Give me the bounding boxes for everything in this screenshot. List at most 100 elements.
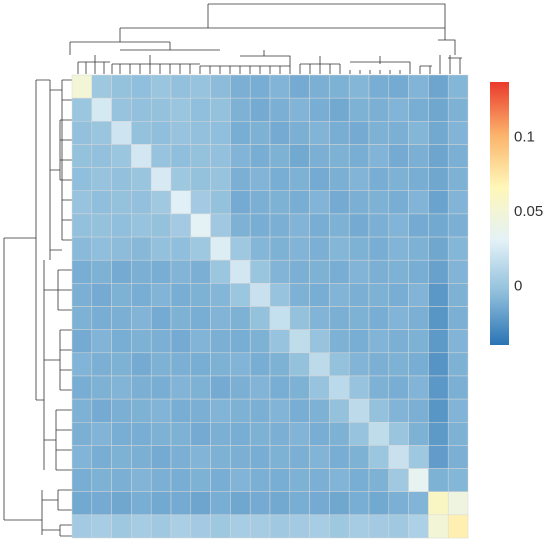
heatmap-cell [71, 329, 93, 354]
heatmap-cell [111, 213, 132, 238]
heatmap-cell [190, 422, 211, 446]
heatmap-cell [269, 514, 291, 539]
heatmap-cell [131, 190, 152, 215]
heatmap-cell [348, 306, 370, 330]
heatmap-cell [428, 283, 449, 307]
heatmap-cell [131, 97, 152, 122]
heatmap-cell [289, 283, 310, 307]
heatmap-cell [348, 468, 370, 492]
heatmap-cell [210, 121, 231, 145]
heatmap-cell [408, 74, 429, 99]
heatmap-cell [91, 121, 112, 145]
heatmap-cell [309, 468, 330, 492]
heatmap-cell [447, 491, 469, 516]
heatmap-cell [408, 422, 429, 446]
heatmap-cell [269, 306, 291, 330]
heatmap-cell [269, 491, 291, 516]
heatmap-cell [111, 121, 132, 145]
heatmap-cell [388, 306, 409, 330]
heatmap-cell [447, 306, 469, 330]
heatmap-cell [408, 329, 429, 354]
heatmap-cell [230, 121, 251, 145]
heatmap-cell [408, 259, 429, 284]
heatmap-cell [428, 190, 449, 215]
heatmap-cell [447, 74, 469, 99]
heatmap-cell [249, 190, 271, 215]
heatmap-cell [329, 445, 350, 469]
heatmap-cell [447, 97, 469, 122]
heatmap-cell [111, 491, 132, 516]
heatmap-cell [71, 213, 93, 238]
heatmap-cell [111, 352, 132, 377]
heatmap-cell [289, 167, 310, 192]
heatmap-cell [91, 259, 112, 284]
heatmap-cell [170, 514, 192, 539]
heatmap-cell [269, 213, 291, 238]
heatmap-cell [91, 422, 112, 446]
heatmap-cell [428, 259, 449, 284]
heatmap-cell [428, 398, 449, 423]
heatmap-cell [131, 283, 152, 307]
heatmap-cell [447, 144, 469, 168]
heatmap-cell [368, 306, 390, 330]
heatmap-cell [249, 167, 271, 192]
heatmap-cell [170, 398, 192, 423]
heatmap-cell [170, 283, 192, 307]
heatmap-cell [91, 306, 112, 330]
heatmap-cell [289, 422, 310, 446]
heatmap-cell [230, 422, 251, 446]
heatmap-cell [388, 97, 409, 122]
heatmap-cell [170, 445, 192, 469]
heatmap-cell [309, 259, 330, 284]
heatmap-cell [230, 468, 251, 492]
heatmap-cell [210, 398, 231, 423]
heatmap-cell [170, 352, 192, 377]
heatmap-cell [91, 352, 112, 377]
colorbar-tick-label: 0.05 [514, 203, 543, 220]
colorbar-tick-label: 0 [514, 278, 522, 295]
heatmap-cell [71, 514, 93, 539]
heatmap-cell [210, 329, 231, 354]
heatmap-cell [428, 97, 449, 122]
heatmap-cell [170, 213, 192, 238]
heatmap-cell [230, 329, 251, 354]
heatmap-cell [269, 445, 291, 469]
heatmap-cell [348, 445, 370, 469]
heatmap-cell [131, 422, 152, 446]
heatmap-cell [408, 144, 429, 168]
heatmap-cell [388, 352, 409, 377]
heatmap-cell [190, 144, 211, 168]
heatmap-cell [249, 213, 271, 238]
heatmap-cell [269, 121, 291, 145]
heatmap-cell [447, 445, 469, 469]
heatmap-cell [190, 329, 211, 354]
heatmap-cell [329, 167, 350, 192]
heatmap-cell [388, 259, 409, 284]
heatmap-cell [309, 514, 330, 539]
heatmap-cell [249, 468, 271, 492]
heatmap-cell [91, 144, 112, 168]
heatmap-cell [71, 74, 93, 99]
heatmap-cell [388, 167, 409, 192]
heatmap-cell [388, 74, 409, 99]
heatmap-cell [348, 422, 370, 446]
heatmap-cell [309, 167, 330, 192]
heatmap-cell [348, 375, 370, 400]
heatmap-cell [170, 375, 192, 400]
heatmap-cell [170, 259, 192, 284]
heatmap-cell [447, 514, 469, 539]
heatmap-cell [210, 375, 231, 400]
heatmap-cell [131, 213, 152, 238]
heatmap-cell [91, 167, 112, 192]
heatmap-cell [230, 445, 251, 469]
heatmap-cell [190, 398, 211, 423]
heatmap-cell [428, 121, 449, 145]
heatmap-cell [111, 283, 132, 307]
heatmap-cell [329, 491, 350, 516]
heatmap-cell [170, 190, 192, 215]
heatmap-cell [408, 97, 429, 122]
heatmap-cell [111, 468, 132, 492]
heatmap-cell [309, 283, 330, 307]
heatmap-cell [269, 144, 291, 168]
heatmap-cell [269, 259, 291, 284]
